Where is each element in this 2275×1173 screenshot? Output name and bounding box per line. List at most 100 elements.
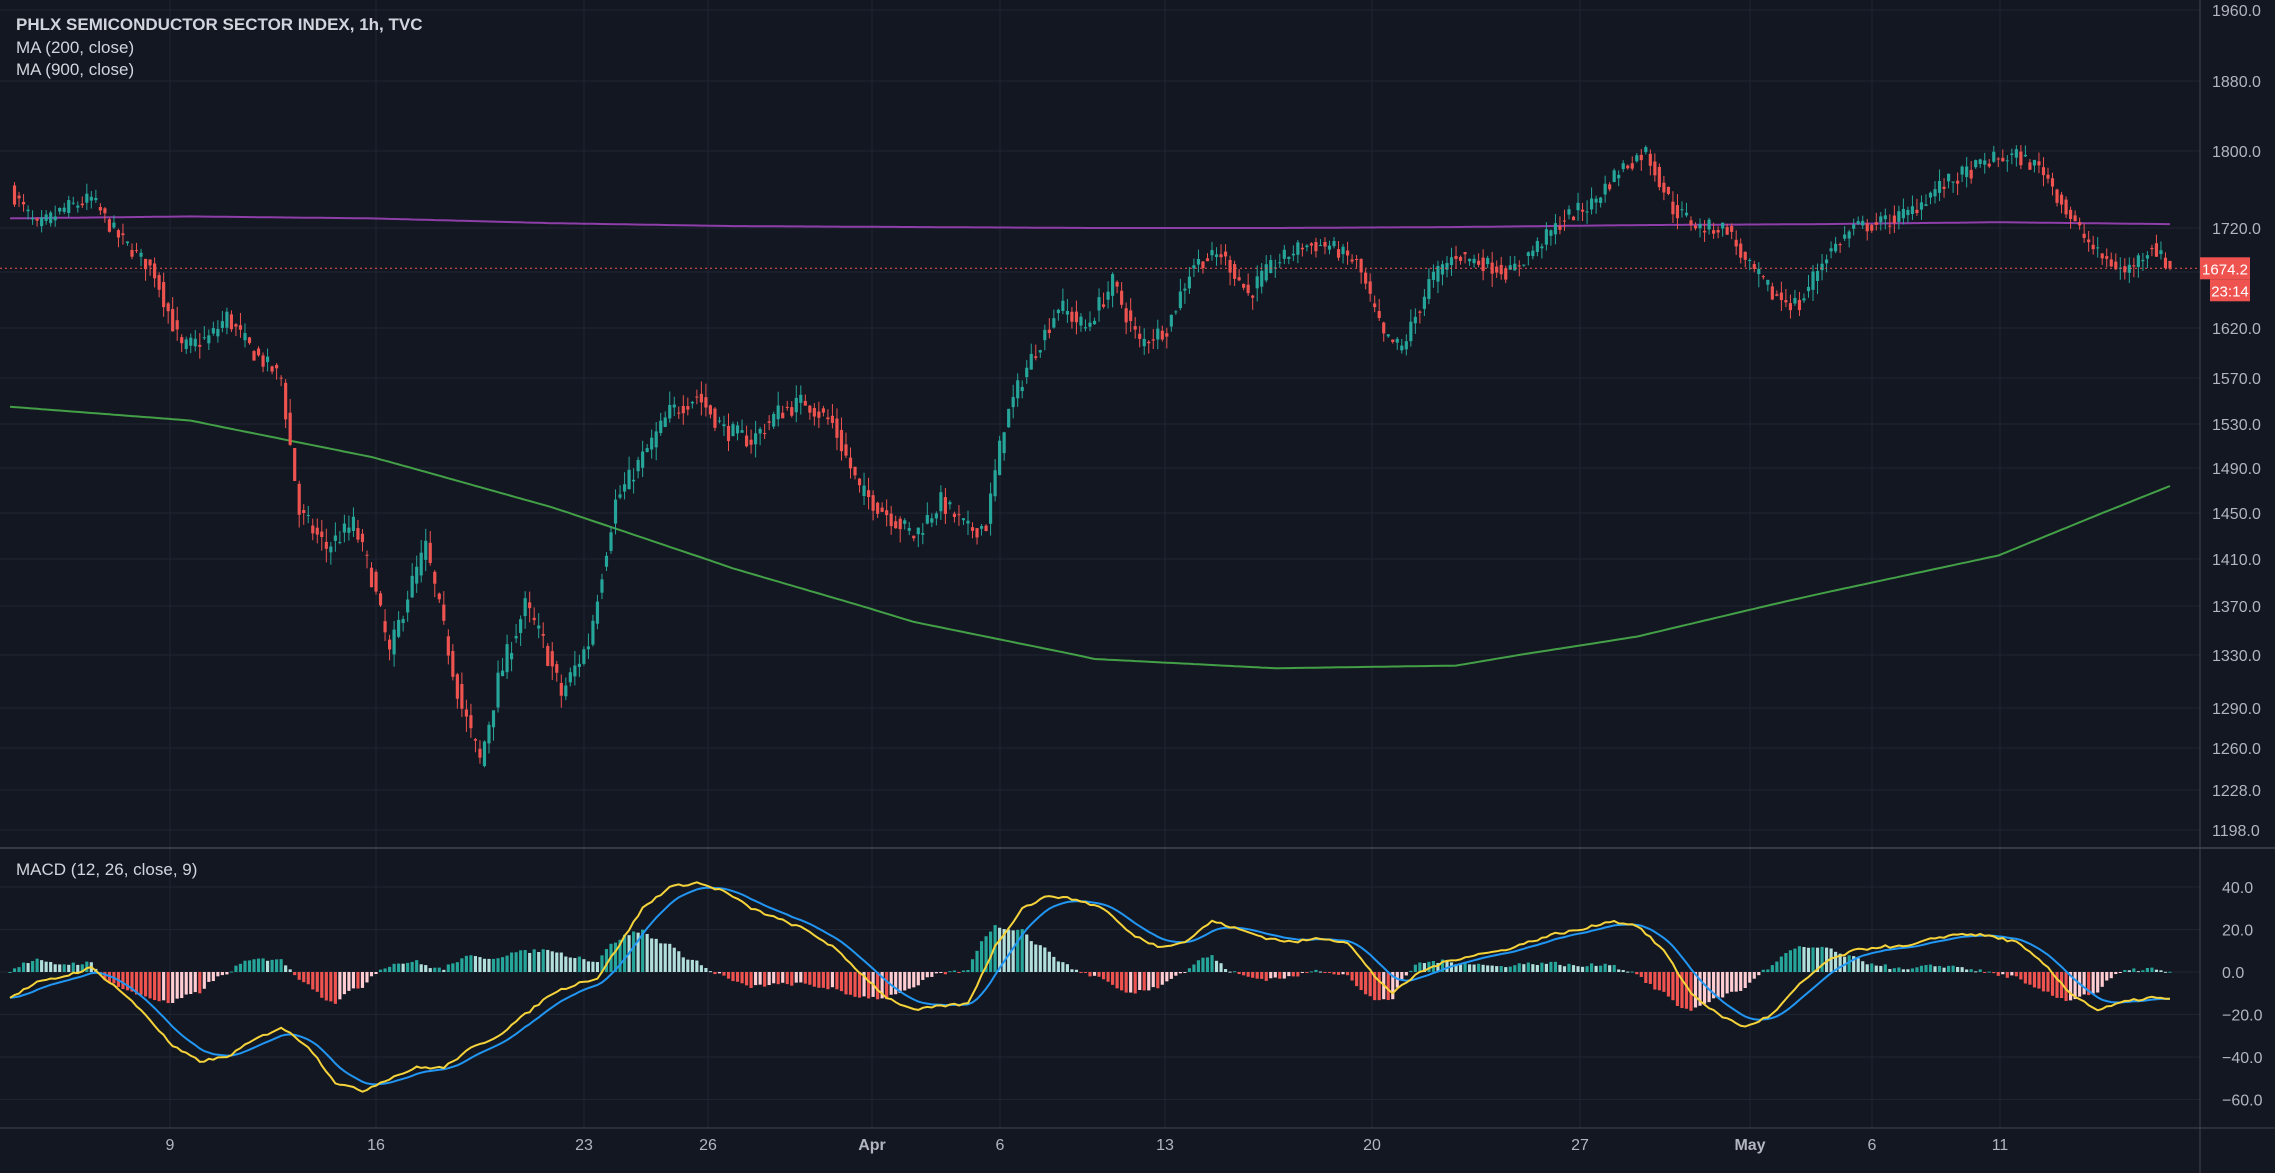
- candle-body: [1562, 220, 1567, 222]
- candle-body: [1712, 230, 1716, 234]
- candle-body: [1793, 297, 1797, 304]
- candle-body: [546, 646, 550, 666]
- macd-histogram-bar: [1702, 972, 1707, 1004]
- macd-histogram-bar: [1458, 964, 1463, 972]
- candle-body: [844, 444, 848, 456]
- macd-histogram-bar: [934, 972, 938, 974]
- candle-body: [1856, 221, 1860, 224]
- candle-body: [1463, 252, 1467, 255]
- macd-histogram-bar: [2096, 972, 2100, 993]
- candle-body: [2109, 259, 2113, 267]
- macd-histogram-bar: [1142, 972, 1146, 991]
- macd-histogram-bar: [1992, 972, 1996, 974]
- candle-body: [1400, 345, 1404, 351]
- candle-body: [514, 636, 518, 639]
- candle-body: [1454, 255, 1458, 260]
- candle-body: [1278, 262, 1282, 264]
- macd-histogram-bar: [383, 968, 387, 972]
- candle-body: [265, 356, 270, 363]
- macd-histogram-bar: [365, 972, 369, 983]
- macd-histogram-bar: [1558, 964, 1562, 972]
- candle-body: [1784, 300, 1788, 303]
- candle-body: [880, 507, 884, 512]
- macd-histogram-bar: [1540, 962, 1544, 972]
- candle-body: [1508, 265, 1512, 270]
- candle-body: [1919, 202, 1924, 210]
- candle-body: [894, 521, 898, 529]
- macd-histogram-bar: [2118, 972, 2122, 973]
- candle-body: [912, 535, 916, 539]
- macd-histogram-bar: [1969, 969, 1973, 972]
- macd-histogram-bar: [265, 960, 270, 972]
- macd-histogram-bar: [1531, 964, 1535, 972]
- candle-body: [2032, 159, 2037, 166]
- candle-body: [812, 408, 816, 417]
- candle-body: [1761, 276, 1765, 278]
- macd-histogram-bar: [1693, 972, 1698, 1008]
- candle-body: [347, 527, 351, 533]
- macd-histogram-bar: [1834, 951, 1838, 972]
- macd-histogram-bar: [1065, 964, 1069, 972]
- candle-body: [166, 303, 170, 312]
- macd-histogram-bar: [763, 972, 767, 987]
- candle-body: [1815, 270, 1820, 281]
- macd-histogram-bar: [1865, 964, 1869, 972]
- macd-histogram-bar: [844, 972, 848, 995]
- candle-body: [735, 425, 740, 434]
- macd-histogram-bar: [1946, 965, 1951, 972]
- macd-histogram-bar: [238, 963, 243, 972]
- candle-body: [491, 710, 496, 728]
- candle-body: [1571, 216, 1576, 221]
- candle-body: [1034, 356, 1038, 358]
- candle-body: [1296, 242, 1300, 255]
- candle-body: [1047, 329, 1051, 334]
- macd-histogram-bar: [1129, 972, 1133, 993]
- candle-body: [1567, 209, 1571, 215]
- macd-histogram-bar: [1757, 972, 1761, 976]
- candle-body: [740, 430, 744, 433]
- candle-body: [189, 337, 193, 346]
- macd-histogram-bar: [338, 972, 342, 1000]
- candle-body: [17, 195, 21, 199]
- candle-body: [889, 513, 893, 527]
- macd-histogram-bar: [44, 961, 48, 972]
- candle-body: [1382, 322, 1386, 334]
- current-price-label: 1674.2: [2202, 261, 2248, 278]
- candle-body: [1657, 166, 1661, 188]
- macd-histogram-bar: [790, 972, 794, 986]
- macd-histogram-bar: [442, 969, 446, 972]
- candle-body: [1314, 242, 1318, 252]
- macd-histogram-bar: [406, 962, 410, 972]
- candle-body: [26, 209, 30, 212]
- candle-body: [383, 621, 387, 633]
- macd-histogram-layer: [8, 925, 2172, 1011]
- candle-body: [1205, 258, 1210, 262]
- candle-body: [763, 433, 767, 435]
- candle-body: [58, 207, 62, 212]
- macd-histogram-bar: [1852, 956, 1856, 972]
- macd-histogram-bar: [279, 959, 283, 972]
- macd-histogram-bar: [686, 959, 690, 972]
- candle-body: [356, 528, 360, 540]
- candle-body: [1531, 250, 1535, 257]
- macd-histogram-bar: [1147, 972, 1151, 991]
- candle-body: [952, 513, 957, 517]
- macd-histogram-bar: [821, 972, 825, 988]
- candle-body: [1246, 284, 1250, 294]
- macd-histogram-bar: [1901, 969, 1905, 972]
- macd-histogram-bar: [939, 972, 943, 973]
- price-tick-label: 1620.0: [2212, 321, 2261, 338]
- candle-body: [2087, 239, 2091, 243]
- candle-body: [622, 484, 627, 492]
- candle-body: [1653, 161, 1657, 176]
- macd-legend[interactable]: MACD (12, 26, close, 9): [16, 860, 198, 879]
- candle-body: [1734, 239, 1738, 247]
- macd-histogram-bar: [220, 972, 224, 976]
- macd-histogram-bar: [546, 949, 550, 972]
- candle-body: [582, 649, 586, 664]
- ma200-legend[interactable]: MA (200, close): [16, 38, 135, 57]
- candle-body: [1522, 264, 1526, 266]
- macd-histogram-bar: [374, 972, 378, 975]
- ma900-legend[interactable]: MA (900, close): [16, 60, 135, 79]
- macd-histogram-bar: [333, 972, 337, 1004]
